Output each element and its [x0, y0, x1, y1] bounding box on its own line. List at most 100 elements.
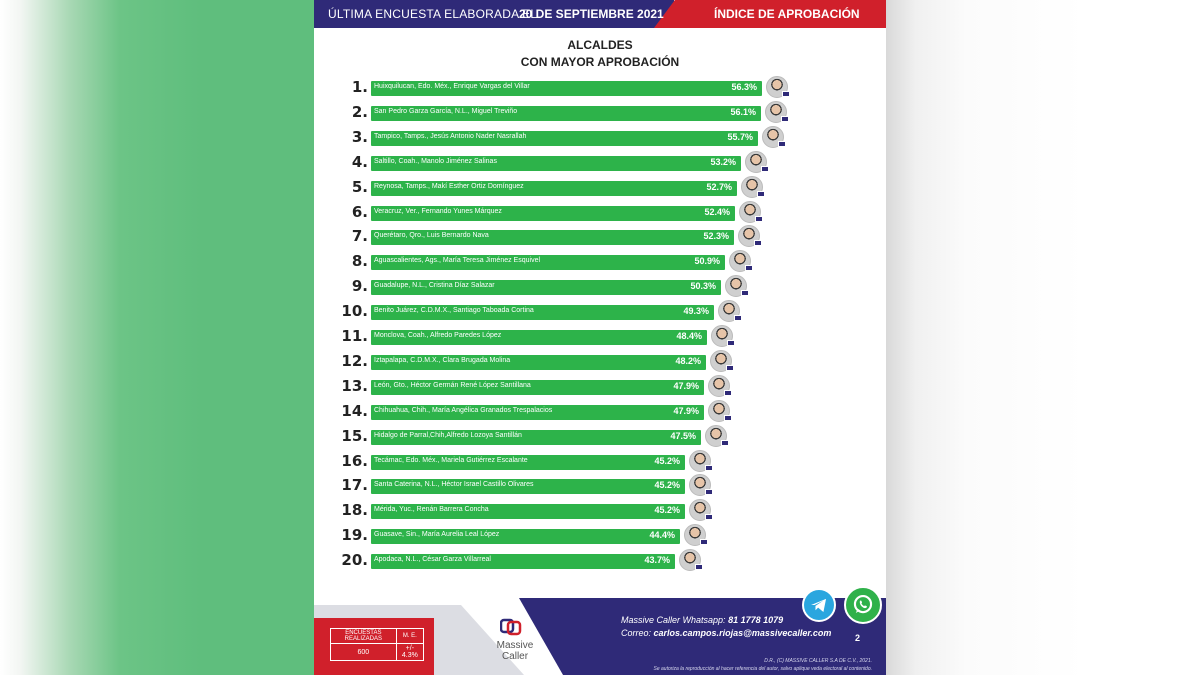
bar: Huixquilucan, Edo. Méx., Enrique Vargas … — [371, 81, 762, 96]
bar-value-label: 45.2% — [654, 480, 680, 491]
rank-number: 8. — [351, 252, 368, 271]
bar-category-label: Tecámac, Edo. Méx., Mariela Gutiérrez Es… — [374, 456, 528, 464]
rank-number: 1. — [351, 78, 368, 96]
rank-number: 14. — [341, 401, 368, 420]
bar-value-label: 45.2% — [654, 505, 680, 516]
bar-value-label: 56.3% — [731, 82, 757, 92]
brand-name: Massive Caller — [496, 640, 534, 662]
bar-value-label: 48.2% — [675, 355, 701, 366]
bar-category-label: Guadalupe, N.L., Cristina Díaz Salazar — [374, 282, 495, 290]
whatsapp-icon — [844, 586, 882, 624]
bar: Saltillo, Coah., Manolo Jiménez Salinas 5… — [371, 155, 741, 171]
bar-category-label: Hidalgo de Parral,Chih,Alfredo Lozoya Sa… — [374, 431, 522, 439]
bar-value-label: 44.4% — [649, 530, 675, 541]
rank-number: 11. — [341, 327, 368, 345]
party-logo-icon — [745, 265, 753, 272]
rank-number: 13. — [341, 376, 368, 395]
bar-category-label: Chihuahua, Chih., María Angélica Granado… — [374, 406, 553, 414]
party-logo-icon — [727, 340, 735, 346]
survey-count-value: 600 — [330, 643, 397, 661]
email-address: carlos.campos.riojas@massivecaller.com — [653, 628, 832, 638]
email-label: Correo: — [621, 628, 652, 638]
party-logo-icon — [741, 290, 749, 297]
survey-stats-table: ENCUESTAS REALIZADAS M. E. 600 +/- 4.3% — [330, 628, 425, 661]
bar-category-label: León, Gto., Héctor Germán René López San… — [374, 381, 531, 389]
bar-value-label: 55.7% — [727, 131, 753, 142]
bar-value-label: 47.5% — [670, 430, 696, 441]
bar: Chihuahua, Chih., María Angélica Granado… — [371, 404, 704, 420]
rank-number: 10. — [341, 302, 368, 321]
rank-number: 6. — [351, 202, 368, 221]
bar: Hidalgo de Parral,Chih,Alfredo Lozoya Sa… — [371, 429, 701, 445]
bar-category-label: Guasave, Sin., María Aurelia Leal López — [374, 531, 500, 539]
party-logo-icon — [724, 414, 732, 421]
bar-category-label: Querétaro, Qro., Luis Bernardo Nava — [374, 232, 489, 240]
telegram-icon — [802, 588, 836, 622]
party-logo-icon — [700, 539, 708, 546]
rank-number: 5. — [351, 177, 368, 196]
party-logo-icon — [781, 115, 789, 122]
rank-number: 15. — [341, 426, 368, 445]
rank-number: 3. — [351, 127, 368, 146]
rank-number: 4. — [351, 152, 368, 171]
legal-copyright: D.R., (C) MASSIVE CALLER S.A DE C.V., 20… — [764, 658, 872, 664]
bar-category-label: Reynosa, Tamps., Makí Esther Ortiz Domín… — [374, 182, 524, 190]
bar-value-label: 52.7% — [706, 181, 732, 192]
rank-number: 16. — [341, 451, 368, 470]
bar-value-label: 49.3% — [683, 306, 709, 317]
bar: Santa Caterina, N.L., Héctor Israel Cast… — [371, 479, 685, 495]
chart-title: ALCALDES — [567, 38, 633, 52]
bar: Veracruz, Ver., Fernando Yunes Márquez 52… — [371, 205, 735, 221]
error-margin-label: M. E. — [395, 628, 425, 644]
bar-value-label: 45.2% — [654, 455, 680, 466]
bar-category-label: Huixquilucan, Edo. Méx., Enrique Vargas … — [374, 83, 530, 90]
bar-value-label: 47.9% — [673, 380, 699, 391]
header-survey-label: ÚLTIMA ENCUESTA ELABORADA EL — [328, 7, 538, 21]
party-logo-icon — [695, 564, 703, 571]
rank-number: 20. — [341, 551, 368, 570]
party-logo-icon — [721, 439, 729, 446]
green-background-panel — [0, 0, 314, 675]
whatsapp-contact: Massive Caller Whatsapp: 81 1778 1079 — [621, 615, 783, 625]
page-number: 2 — [855, 633, 861, 643]
bar: Querétaro, Qro., Luis Bernardo Nava 52.3% — [371, 230, 734, 246]
bar-category-label: Veracruz, Ver., Fernando Yunes Márquez — [374, 207, 502, 215]
party-logo-icon — [755, 215, 763, 222]
party-logo-icon — [761, 165, 769, 172]
header-blue-band — [314, 0, 674, 28]
error-margin-value: +/- 4.3% — [395, 643, 425, 661]
bar: Reynosa, Tamps., Makí Esther Ortiz Domín… — [371, 180, 737, 196]
bar: San Pedro Garza García, N.L., Miguel Tre… — [371, 105, 761, 121]
bar-category-label: Santa Caterina, N.L., Héctor Israel Cast… — [374, 481, 534, 489]
bar-category-label: Benito Juárez, C.D.M.X., Santiago Taboad… — [374, 307, 534, 315]
bar-category-label: Monclova, Coah., Alfredo Paredes López — [374, 332, 502, 339]
rank-number: 2. — [351, 102, 368, 121]
massive-caller-logo-icon — [500, 618, 522, 636]
party-logo-icon — [757, 190, 765, 197]
bar-value-label: 48.4% — [676, 331, 702, 341]
chart-subtitle: CON MAYOR APROBACIÓN — [520, 55, 680, 69]
infographic-card: ÚLTIMA ENCUESTA ELABORADA EL 20 DE SEPTI… — [314, 0, 886, 675]
bar: Guadalupe, N.L., Cristina Díaz Salazar 50… — [371, 280, 721, 296]
bar: Apodaca, N.L., César Garza Villarreal 43.… — [371, 554, 675, 570]
bar-category-label: Apodaca, N.L., César Garza Villarreal — [374, 556, 491, 564]
bar-chart: 1. Huixquilucan, Edo. Méx., Enrique Varga… — [314, 0, 886, 675]
rank-number: 18. — [341, 501, 368, 520]
bar-category-label: Aguascalientes, Ags., María Teresa Jimén… — [374, 257, 541, 265]
rank-number: 17. — [341, 476, 368, 495]
bar-category-label: Tampico, Tamps., Jesús Antonio Nader Nas… — [374, 132, 527, 140]
bar: Aguascalientes, Ags., María Teresa Jimén… — [371, 255, 725, 271]
bar: Tecámac, Edo. Méx., Mariela Gutiérrez Es… — [371, 454, 685, 470]
bar-category-label: Iztapalapa, C.D.M.X., Clara Brugada Moli… — [374, 356, 511, 364]
bar: Iztapalapa, C.D.M.X., Clara Brugada Moli… — [371, 354, 706, 370]
email-contact: Correo: carlos.campos.riojas@massivecall… — [621, 628, 831, 638]
party-logo-icon — [734, 315, 742, 322]
bar-value-label: 47.9% — [673, 405, 699, 416]
rank-number: 7. — [351, 227, 368, 246]
bar-value-label: 56.1% — [730, 106, 756, 117]
bar-value-label: 50.9% — [694, 256, 720, 267]
rank-number: 19. — [341, 526, 368, 545]
bar-category-label: Mérida, Yuc., Renán Barrera Concha — [374, 506, 489, 514]
party-logo-icon — [726, 364, 734, 371]
